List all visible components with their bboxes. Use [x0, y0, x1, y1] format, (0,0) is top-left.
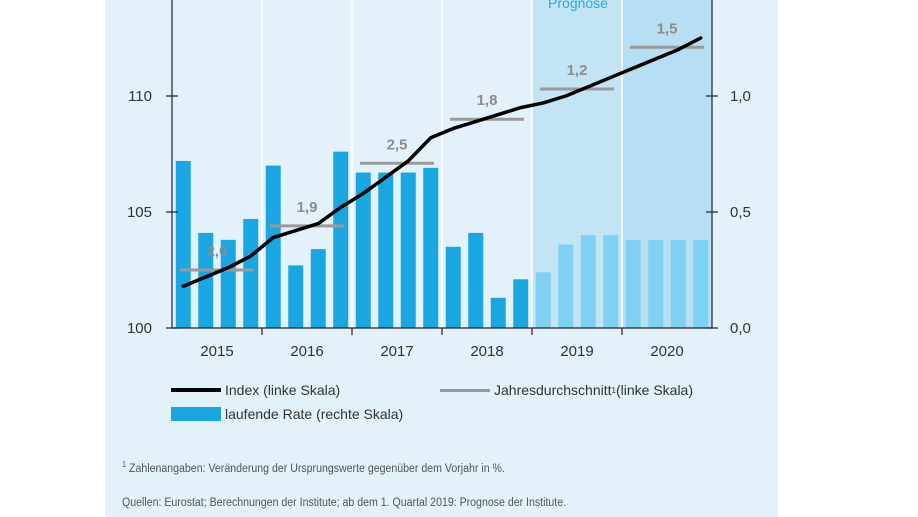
bar-laufende-rate: [580, 235, 596, 328]
annual-average-label: 1,5: [657, 20, 678, 37]
right-axis-tick-label: 1,0: [730, 88, 751, 105]
right-axis-tick-label: 0,0: [730, 320, 751, 337]
bar-laufende-rate: [288, 265, 304, 328]
bar-laufende-rate: [378, 172, 394, 328]
x-axis-year-label: 2016: [290, 343, 323, 360]
annual-average-label: 2,5: [387, 136, 408, 153]
left-axis-tick-label: 110: [128, 88, 152, 105]
x-axis-year-label: 2017: [380, 343, 413, 360]
legend-label-index: Index (linke Skala): [225, 382, 341, 398]
bar-laufende-rate: [400, 172, 416, 328]
legend-label-sup: 1: [611, 385, 616, 395]
annual-average-label: 1,9: [297, 199, 318, 216]
bar-laufende-rate: [265, 165, 281, 328]
x-axis-year-label: 2019: [560, 343, 593, 360]
bar-laufende-rate: [648, 239, 664, 328]
bar-laufende-rate: [513, 279, 529, 328]
annual-average-label: 2,0: [207, 243, 228, 260]
bar-laufende-rate: [558, 244, 574, 328]
bar-laufende-rate: [333, 151, 349, 328]
legend-item-rate: laufende Rate (rechte Skala): [171, 406, 403, 422]
sources-note: Quellen: Eurostat; Berechnungen der Inst…: [122, 497, 567, 509]
left-axis-tick-label: 100: [127, 320, 152, 337]
bar-laufende-rate: [603, 235, 619, 328]
legend-label-suffix: (linke Skala): [615, 382, 693, 398]
legend-label-rate: laufende Rate (rechte Skala): [225, 406, 404, 422]
bar-laufende-rate: [423, 167, 439, 328]
bar-laufende-rate: [490, 297, 506, 328]
x-axis-year-label: 2020: [650, 343, 683, 360]
bar-laufende-rate: [198, 232, 214, 328]
index-line: [181, 36, 703, 288]
footnote: 1 Zahlenangaben: Veränderung der Ursprun…: [122, 460, 505, 475]
legend-item-index: Index (linke Skala): [171, 382, 340, 398]
right-axis-tick-label: 0,5: [730, 204, 751, 221]
bar-laufende-rate: [243, 218, 259, 328]
annual-average-label: 1,2: [567, 62, 588, 79]
bar-laufende-rate: [445, 246, 461, 328]
bar-laufende-rate: [670, 239, 686, 328]
x-axis-year-label: 2015: [200, 343, 233, 360]
bar-laufende-rate: [355, 172, 371, 328]
legend-item-jahresdurchschnitt: Jahresdurchschnitt 1 (linke Skala): [440, 382, 693, 398]
bar-laufende-rate: [175, 160, 191, 328]
footnote-text: Zahlenangaben: Veränderung der Ursprungs…: [126, 462, 505, 475]
footnote-sup: 1: [122, 460, 127, 469]
bar-laufende-rate: [310, 249, 326, 328]
bar-laufende-rate: [220, 239, 236, 328]
legend-swatch-index: [171, 388, 221, 392]
bar-laufende-rate: [625, 239, 641, 328]
bar-laufende-rate: [468, 232, 484, 328]
annual-average-label: 1,8: [477, 92, 498, 109]
legend-swatch-jahresdurchschnitt: [440, 388, 490, 392]
prognose-label: Prognose: [548, 0, 608, 11]
legend-swatch-rate: [171, 407, 221, 421]
bar-laufende-rate: [535, 272, 551, 328]
left-axis-tick-label: 105: [127, 204, 152, 221]
legend-label-jahresdurchschnitt: Jahresdurchschnitt: [494, 382, 612, 398]
x-axis-year-label: 2018: [470, 343, 503, 360]
bar-laufende-rate: [693, 239, 709, 328]
